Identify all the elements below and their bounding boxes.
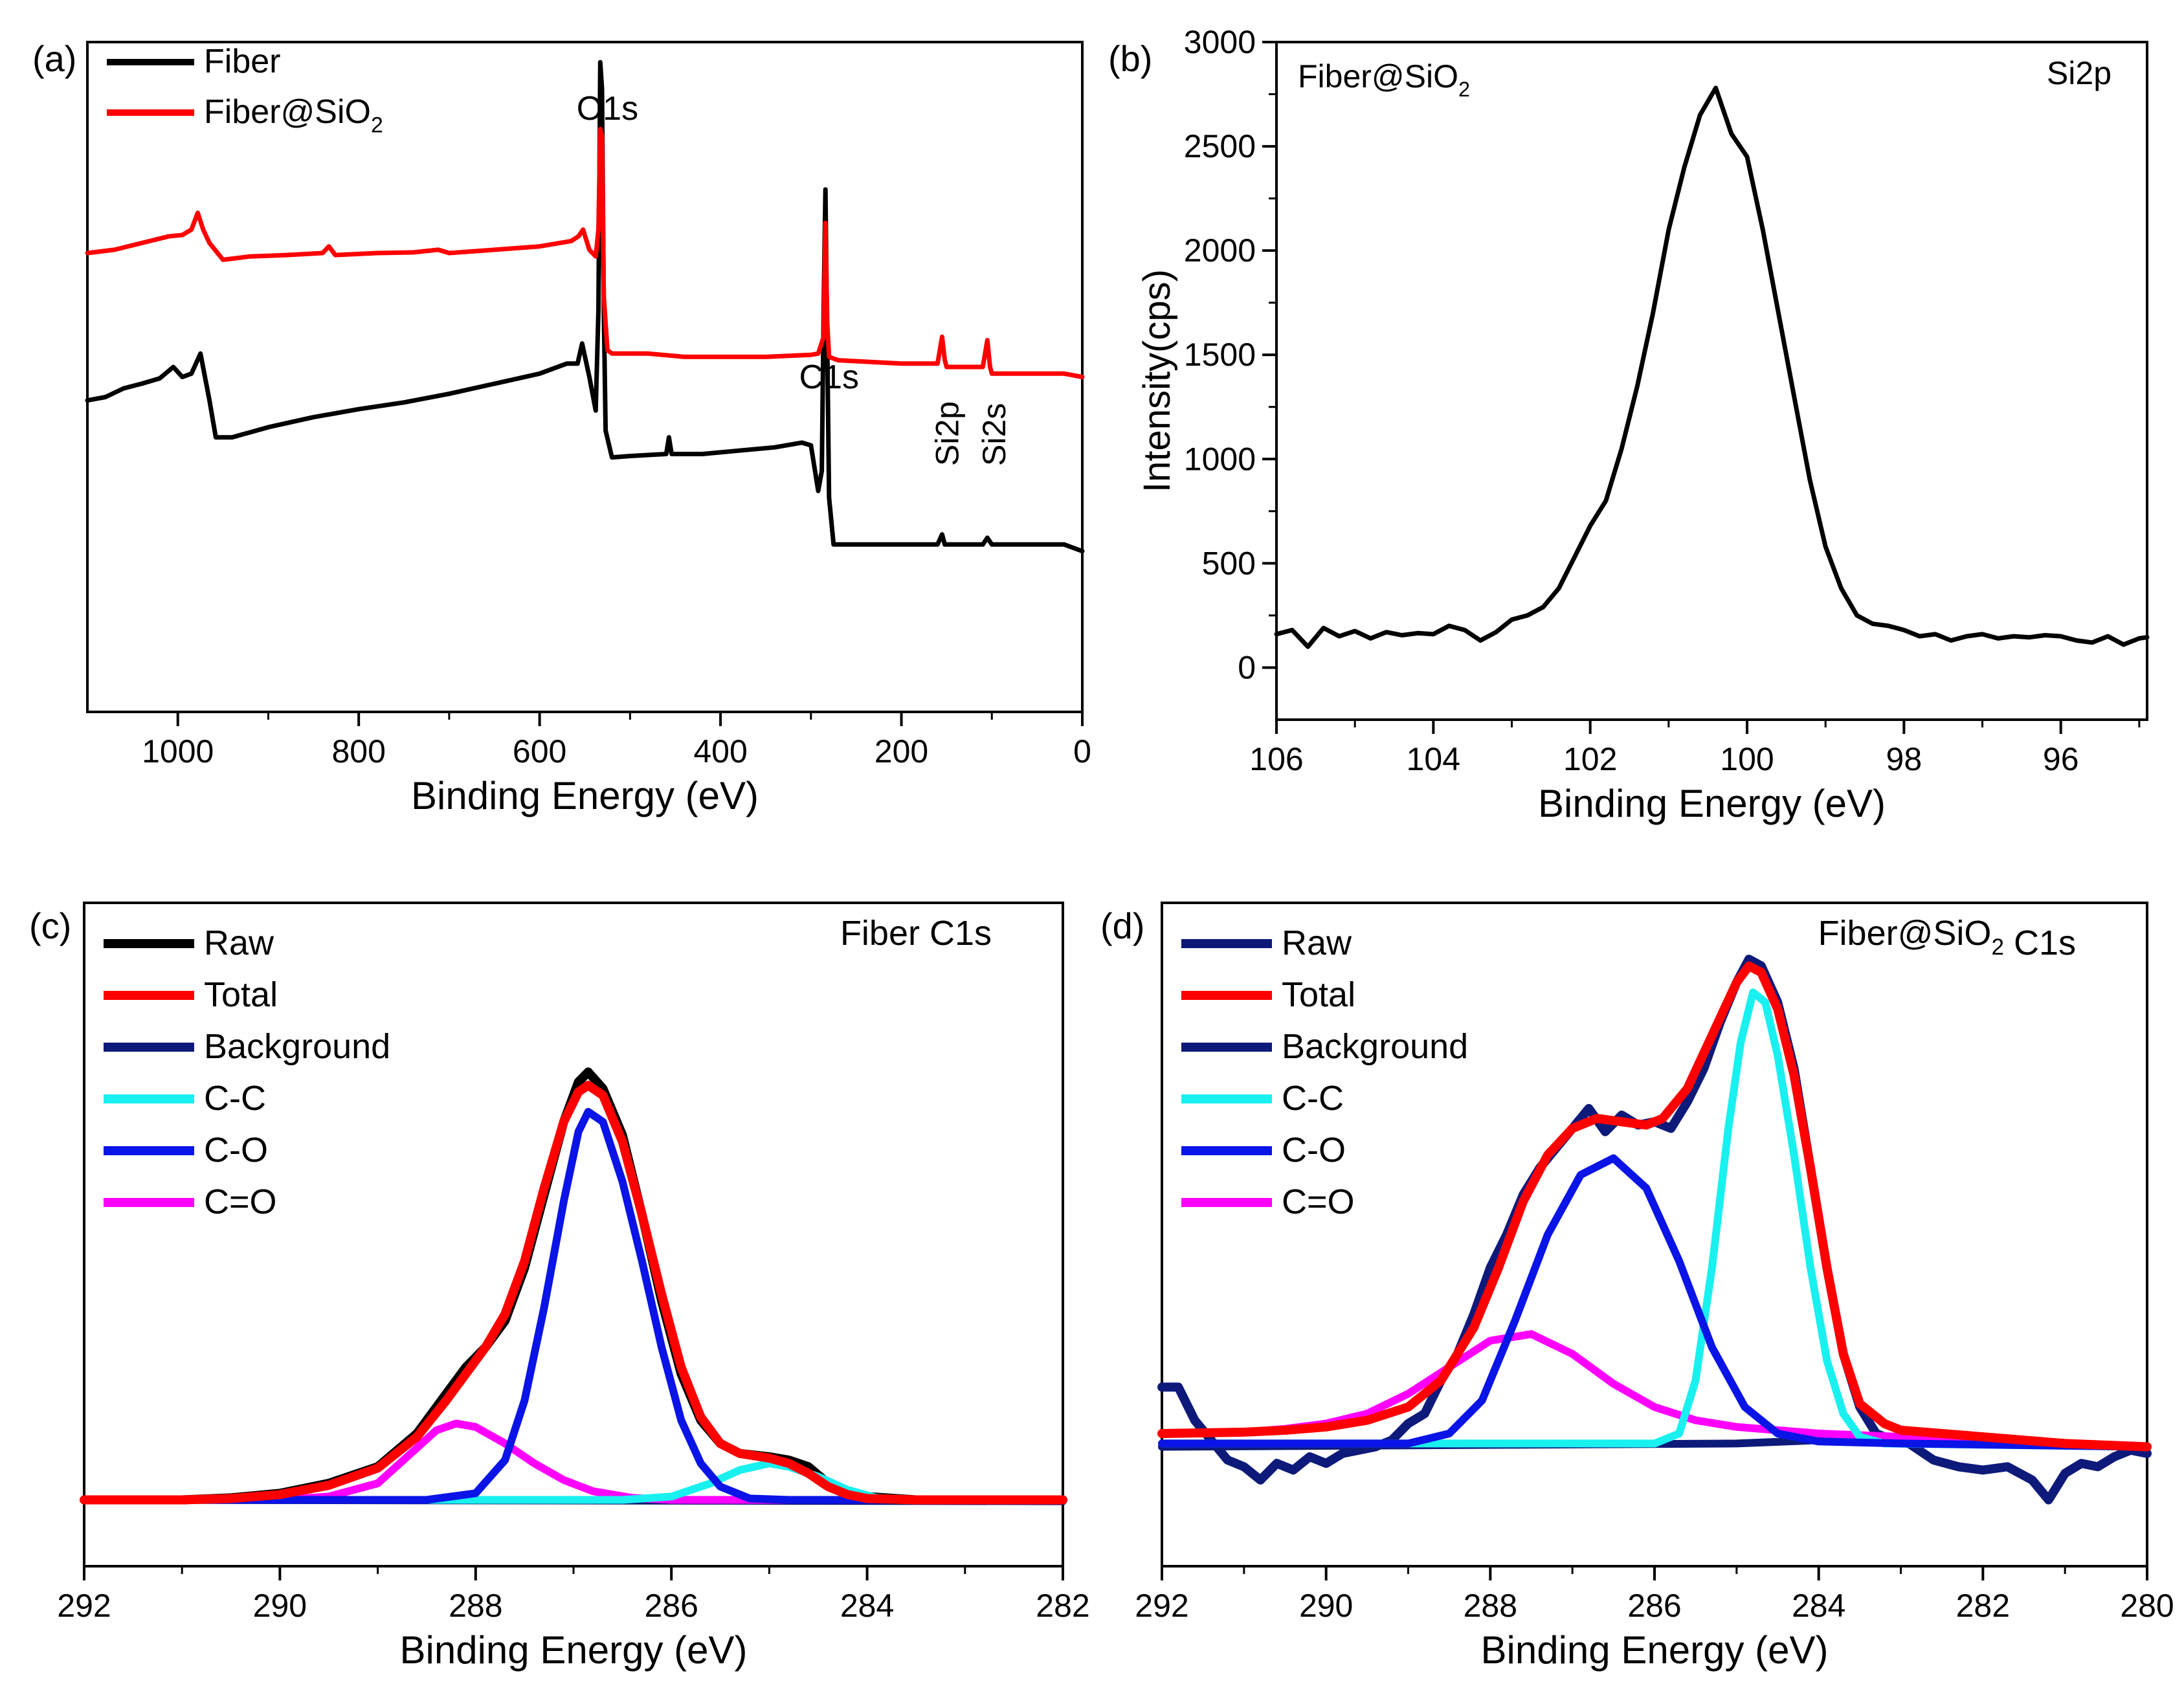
x-tick-label: 100	[1720, 741, 1774, 777]
y-tick-label: 500	[1202, 545, 1256, 581]
x-tick-label: 96	[2043, 741, 2079, 777]
series-line-c-o	[80, 1107, 1067, 1504]
x-tick-label: 288	[1464, 1588, 1517, 1624]
x-axis-label: Binding Energy (eV)	[1538, 782, 1886, 825]
series-line-total	[1157, 961, 2152, 1452]
x-tick-label: 200	[875, 733, 928, 770]
panel-d-fiber-sio2-c1s: (d) 292 290 288 286 284 282 280 Binding Energy (…	[1100, 902, 2174, 1672]
x-tick-label: 282	[1956, 1588, 2010, 1624]
legend-label: Raw	[1282, 924, 1352, 962]
x-tick-label: 290	[1299, 1588, 1353, 1624]
panel-label: (d)	[1100, 905, 1144, 946]
y-tick-label: 0	[1238, 649, 1256, 685]
panel-c-fiber-c1s: (c) 292 290 288 286 284 282 Binding Energy (eV)…	[29, 902, 1090, 1672]
panel-title: Fiber@SiO2 C1s	[1818, 914, 2076, 962]
panel-title: Si2p	[2047, 55, 2112, 91]
x-axis-label: Binding Energy (eV)	[400, 1628, 748, 1672]
annotation-si2s: Si2s	[976, 403, 1012, 466]
sample-label: Fiber@SiO2	[1298, 58, 1470, 101]
plot-frame	[86, 41, 1084, 713]
x-tick-label: 800	[331, 733, 385, 770]
panel-label: (a)	[32, 38, 76, 79]
series-line-total	[80, 1080, 1067, 1505]
x-tick-label: 0	[1073, 733, 1091, 770]
x-tick-label: 106	[1249, 741, 1303, 777]
annotation-c1s: C1s	[799, 359, 859, 396]
series-line-c-o	[80, 1419, 1067, 1504]
panel-title: Fiber C1s	[840, 914, 992, 953]
legend-label: Total	[204, 975, 278, 1014]
legend-label: C-C	[1282, 1079, 1344, 1118]
x-tick-label: 288	[449, 1588, 502, 1624]
x-tick-label: 280	[2120, 1588, 2174, 1624]
x-tick-label: 282	[1036, 1588, 1089, 1624]
x-tick-label: 600	[513, 733, 566, 770]
y-tick-label: 2000	[1184, 232, 1256, 269]
series-line-fiber-sio-	[85, 127, 1085, 379]
series-line-c-o	[1158, 1154, 2151, 1451]
legend-label: C-C	[204, 1079, 266, 1118]
x-tick-label: 286	[1627, 1588, 1681, 1624]
x-axis-label: Binding Energy (eV)	[411, 774, 759, 817]
legend-label: C-O	[204, 1131, 268, 1169]
x-tick-label: 1000	[142, 733, 214, 770]
legend-label: Background	[204, 1027, 390, 1066]
annotation-si2p: Si2p	[929, 401, 965, 466]
legend-label: Fiber	[204, 43, 280, 80]
panel-label: (b)	[1108, 38, 1152, 79]
y-tick-label: 3000	[1184, 24, 1256, 60]
annotation-o1s: O1s	[577, 90, 638, 127]
x-tick-label: 400	[693, 733, 747, 770]
legend-label: C=O	[1282, 1182, 1355, 1221]
series-line-si2p	[1274, 85, 2150, 649]
y-axis-label: Intensity(cps)	[1136, 269, 1178, 493]
legend-label: Background	[1282, 1027, 1468, 1066]
plot-frame	[1275, 41, 2148, 721]
x-tick-label: 292	[1135, 1588, 1188, 1624]
panel-b-si2p: (b) 106 104 102 100 98 96 Binding Energy (eV) 0 5…	[1108, 24, 2150, 825]
y-tick-label: 2500	[1184, 128, 1256, 164]
x-tick-label: 284	[1792, 1588, 1845, 1624]
x-tick-label: 290	[253, 1588, 307, 1624]
legend-label: Raw	[204, 924, 274, 962]
y-tick-label: 1500	[1184, 337, 1256, 373]
x-tick-label: 98	[1886, 741, 1922, 777]
series-line-c-c	[1158, 988, 2151, 1451]
series-line-fiber	[85, 60, 1085, 554]
panel-a-survey: (a) 1000 800 600 400 200 0 Binding Energy (eV) F…	[32, 38, 1091, 817]
y-tick-label: 1000	[1184, 441, 1256, 477]
x-tick-label: 292	[57, 1588, 111, 1624]
x-axis-label: Binding Energy (eV)	[1481, 1628, 1829, 1672]
legend-label: C-O	[1282, 1131, 1346, 1169]
legend-label: C=O	[204, 1182, 277, 1221]
legend-label: Fiber@SiO2	[204, 93, 383, 138]
x-tick-label: 284	[840, 1588, 894, 1624]
x-tick-label: 286	[644, 1588, 698, 1624]
x-tick-label: 104	[1407, 741, 1460, 777]
x-tick-label: 102	[1563, 741, 1617, 777]
panel-label: (c)	[29, 905, 71, 946]
legend-label: Total	[1282, 975, 1355, 1014]
